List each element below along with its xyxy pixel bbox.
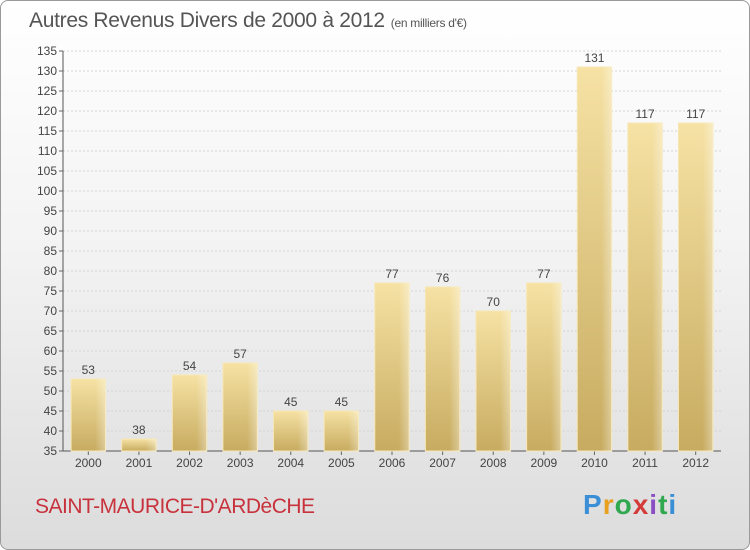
bar-highlight (476, 311, 511, 451)
y-tick-label: 130 (37, 64, 57, 78)
bar-highlight (71, 379, 106, 451)
x-tick-label: 2003 (227, 456, 254, 470)
y-tick-label: 95 (44, 204, 58, 218)
bar-highlight (678, 123, 713, 451)
x-tick-label: 2010 (581, 456, 608, 470)
data-label: 77 (537, 267, 551, 281)
bar-highlight (273, 411, 308, 451)
data-label: 45 (335, 395, 349, 409)
logo-letter: x (632, 489, 650, 520)
data-label: 45 (284, 395, 298, 409)
y-tick-label: 75 (44, 284, 58, 298)
data-label: 77 (385, 267, 399, 281)
chart-title: Autres Revenus Divers de 2000 à 2012 (en … (29, 9, 467, 33)
x-tick-label: 2002 (176, 456, 203, 470)
bar-highlight (121, 439, 157, 451)
y-tick-label: 65 (44, 324, 58, 338)
bar-highlight (222, 363, 258, 451)
logo-letter: r (602, 489, 615, 520)
y-tick-label: 70 (44, 304, 58, 318)
data-labels: 53 38 54 57 45 45 77 76 70 77 131 117 117 (82, 51, 706, 437)
x-tick-label: 2011 (632, 456, 658, 470)
data-label: 70 (487, 295, 501, 309)
y-tick-label: 100 (37, 184, 57, 198)
axes: 35 40 45 50 55 60 65 70 75 80 85 90 95 100 105 110 115 12… (37, 44, 721, 470)
x-tick-label: 2007 (429, 456, 456, 470)
data-label: 54 (183, 359, 197, 373)
data-label: 117 (686, 107, 705, 121)
data-label: 117 (636, 107, 655, 121)
bar-highlight (172, 375, 207, 451)
y-tick-label: 105 (37, 164, 57, 178)
x-tick-label: 2000 (75, 456, 102, 470)
bar-highlight (324, 411, 359, 451)
bar-highlight (577, 67, 612, 451)
y-tick-label: 60 (44, 344, 58, 358)
y-tick-label: 120 (37, 104, 57, 118)
y-tick-label: 115 (38, 124, 57, 138)
y-tick-label: 85 (44, 244, 58, 258)
bar-highlight (425, 287, 460, 451)
data-label: 76 (436, 271, 450, 285)
logo-letter: i (668, 489, 678, 520)
proxiti-logo: Proxiti (583, 489, 677, 521)
y-tick-label: 50 (44, 384, 58, 398)
data-label: 53 (82, 363, 96, 377)
x-tick-label: 2004 (277, 456, 304, 470)
logo-letter: o (614, 489, 633, 520)
y-tick-label: 40 (44, 424, 58, 438)
y-tick-label: 110 (38, 144, 57, 158)
x-tick-label: 2001 (126, 456, 153, 470)
bars (70, 66, 714, 452)
logo-letter: P (583, 489, 603, 520)
data-label: 57 (233, 347, 247, 361)
logo-letter: i (649, 489, 659, 520)
x-tick-label: 2009 (530, 456, 557, 470)
bar-highlight (374, 283, 410, 451)
x-tick-label: 2008 (480, 456, 507, 470)
place-name: SAINT-MAURICE-D'ARDèCHE (35, 495, 315, 518)
x-tick-label: 2012 (682, 456, 709, 470)
title-text: Autres Revenus Divers de 2000 à 2012 (29, 9, 385, 32)
bar-highlight (627, 123, 663, 451)
y-tick-label: 125 (37, 84, 57, 98)
x-tick-label: 2005 (328, 456, 355, 470)
x-tick-label: 2006 (379, 456, 406, 470)
y-tick-label: 55 (44, 364, 58, 378)
y-tick-label: 35 (44, 444, 58, 458)
y-tick-label: 90 (44, 224, 58, 238)
data-label: 38 (132, 423, 146, 437)
data-label: 131 (584, 51, 604, 65)
y-tick-label: 80 (44, 264, 58, 278)
y-tick-label: 135 (37, 44, 57, 58)
y-tick-label: 45 (44, 404, 58, 418)
chart-subtitle: (en milliers d'€) (390, 16, 467, 30)
bar-highlight (526, 283, 562, 451)
logo-letter: t (658, 489, 669, 520)
